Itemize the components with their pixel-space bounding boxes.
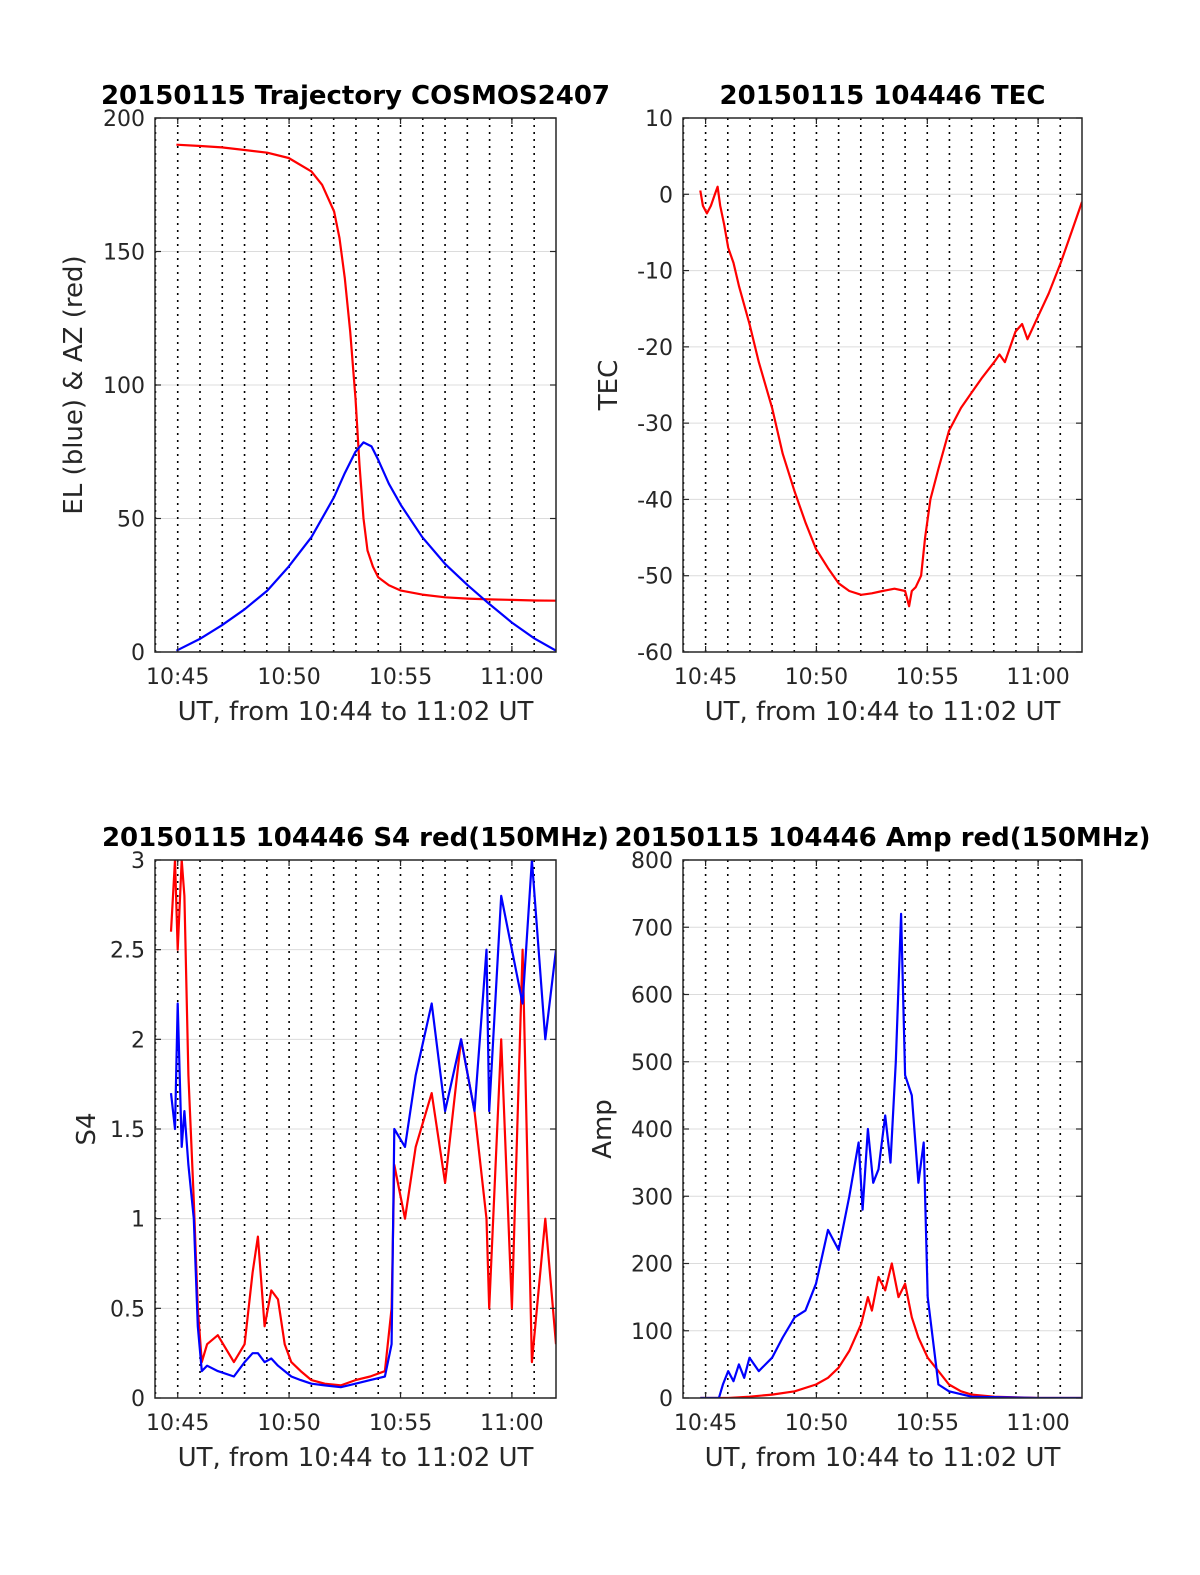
x-tick-label: 10:55: [369, 665, 432, 690]
y-tick-label: -40: [637, 488, 673, 513]
y-tick-label: -10: [637, 260, 673, 285]
x-tick-label: 10:55: [896, 665, 959, 690]
x-tick-label: 10:50: [785, 1411, 848, 1436]
series-line-1: [176, 143, 556, 602]
x-tick-label: 10:55: [369, 1411, 432, 1436]
x-tick-label: 11:00: [1006, 665, 1069, 690]
y-tick-label: 150: [103, 241, 145, 266]
chart-title: 20150115 104446 Amp red(150MHz): [614, 823, 1150, 853]
y-tick-label: 300: [631, 1185, 673, 1210]
y-tick-label: 800: [631, 849, 673, 874]
y-axis-label: TEC: [594, 360, 624, 411]
series-line-2: [175, 441, 556, 652]
x-tick-label: 10:45: [674, 1411, 737, 1436]
x-axis-label: UT, from 10:44 to 11:02 UT: [178, 697, 534, 727]
y-tick-label: 0: [659, 183, 673, 208]
chart-title: 20150115 104446 TEC: [720, 81, 1046, 111]
y-tick-label: 400: [631, 1118, 673, 1143]
series-line-2: [700, 912, 1082, 1398]
x-tick-label: 11:00: [1006, 1411, 1069, 1436]
y-tick-label: 600: [631, 984, 673, 1009]
x-tick-label: 10:55: [896, 1411, 959, 1436]
y-tick-label: 1: [131, 1208, 145, 1233]
x-tick-label: 11:00: [480, 1411, 543, 1436]
x-axis-label: UT, from 10:44 to 11:02 UT: [705, 697, 1061, 727]
chart-panel-1: 10:45 10:50 10:55 11:00 0 50 100 150 20020150115…: [59, 81, 610, 727]
series-line-2: [169, 860, 556, 1389]
y-tick-label: 50: [117, 508, 145, 533]
y-tick-label: 1.5: [110, 1118, 145, 1143]
y-tick-label: 2.5: [110, 939, 145, 964]
x-tick-label: 10:50: [257, 1411, 320, 1436]
y-tick-label: 200: [103, 107, 145, 132]
x-axis-label: UT, from 10:44 to 11:02 UT: [705, 1443, 1061, 1473]
chart-panel-2: 10:45 10:50 10:55 11:00 -60 -50 -40 -30 -20 -10 0 1…: [594, 81, 1083, 727]
x-tick-label: 10:45: [674, 665, 737, 690]
y-axis-label: S4: [72, 1112, 102, 1145]
y-tick-label: -50: [637, 565, 673, 590]
x-tick-label: 10:45: [146, 665, 209, 690]
y-tick-label: 500: [631, 1051, 673, 1076]
y-tick-label: 0: [131, 641, 145, 666]
chart-title: 20150115 Trajectory COSMOS2407: [101, 81, 610, 111]
y-tick-label: 0: [659, 1387, 673, 1412]
y-axis-label: Amp: [588, 1099, 618, 1159]
y-tick-label: 200: [631, 1253, 673, 1278]
x-tick-label: 10:45: [146, 1411, 209, 1436]
y-tick-label: 0: [131, 1387, 145, 1412]
y-tick-label: 100: [103, 374, 145, 399]
x-tick-label: 11:00: [480, 665, 543, 690]
y-axis-label: EL (blue) & AZ (red): [59, 255, 89, 514]
y-tick-label: 2: [131, 1028, 145, 1053]
y-tick-label: 10: [645, 107, 673, 132]
y-tick-label: 700: [631, 916, 673, 941]
y-tick-label: 3: [131, 849, 145, 874]
series-line-1: [699, 185, 1082, 608]
y-tick-label: -20: [637, 336, 673, 361]
y-tick-label: 0.5: [110, 1297, 145, 1322]
axes-frame: [682, 117, 1083, 653]
y-tick-label: -30: [637, 412, 673, 437]
x-tick-label: 10:50: [785, 665, 848, 690]
y-tick-label: -60: [637, 641, 673, 666]
chart-panel-3: 10:45 10:50 10:55 11:00 0 0.5 1 1.5 2 2.5 32015011…: [72, 823, 609, 1473]
chart-panel-4: 10:45 10:50 10:55 11:00 0 100 200 300 400 500 600 7…: [588, 823, 1151, 1473]
x-tick-label: 10:50: [257, 665, 320, 690]
y-tick-label: 100: [631, 1320, 673, 1345]
chart-title: 20150115 104446 S4 red(150MHz): [102, 823, 609, 853]
series-line-1: [700, 1262, 1082, 1398]
x-axis-label: UT, from 10:44 to 11:02 UT: [178, 1443, 534, 1473]
